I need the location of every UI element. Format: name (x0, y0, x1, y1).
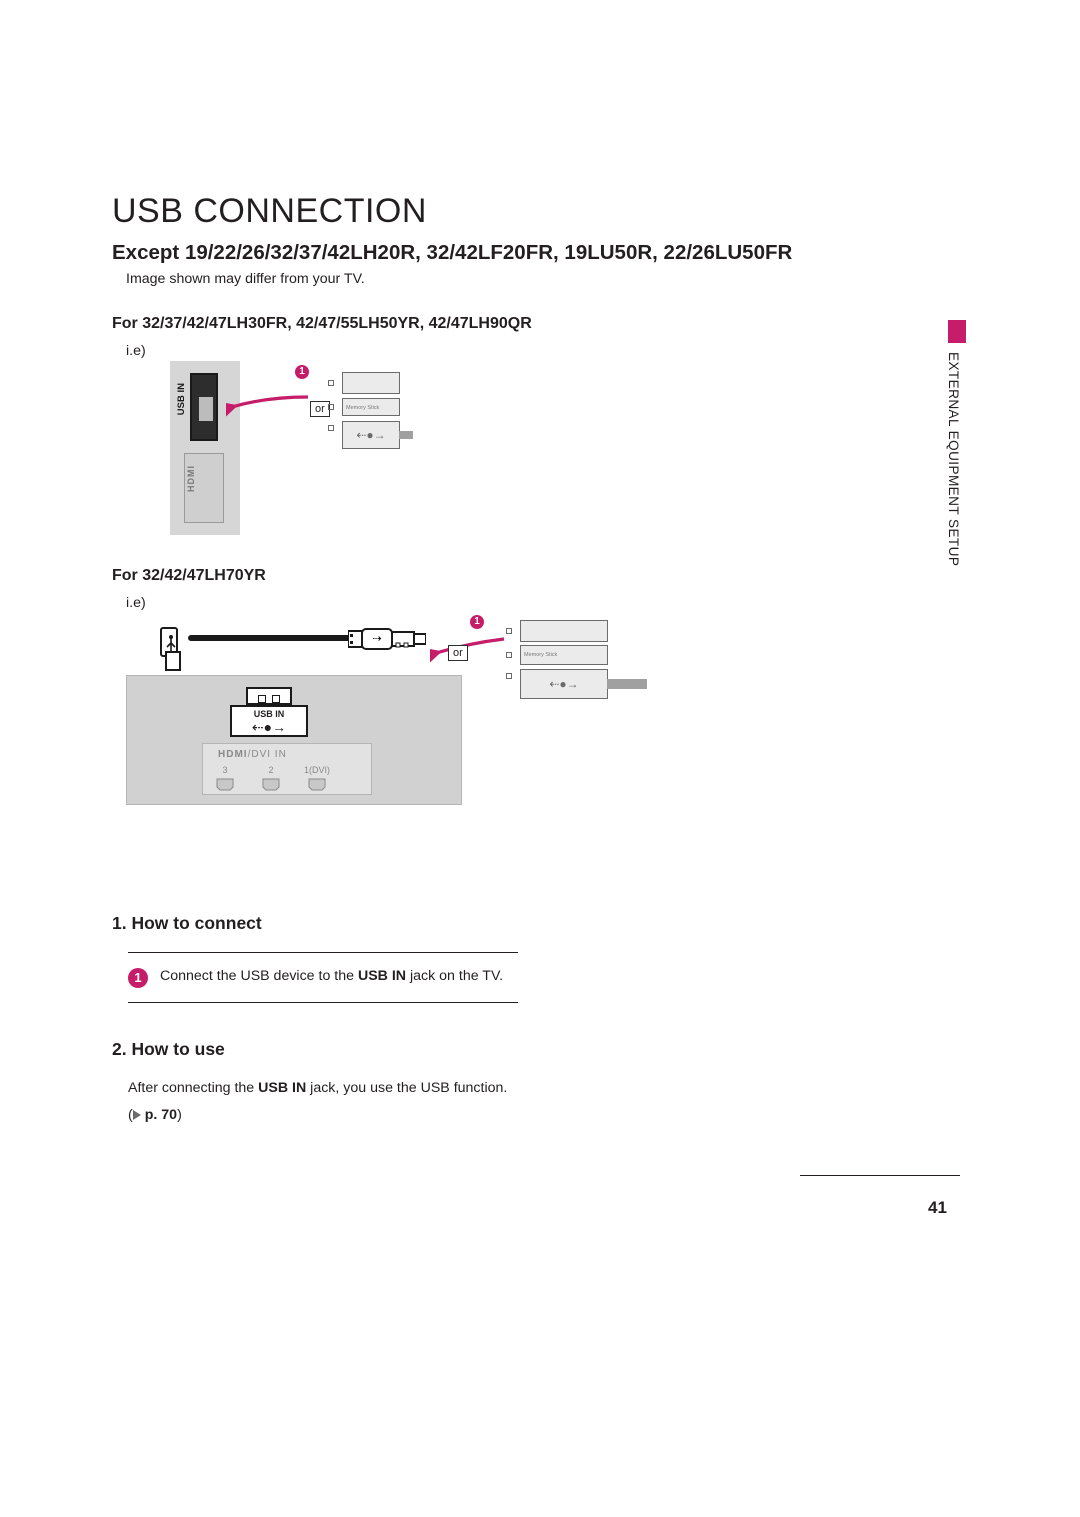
callout-badge-1: 1 (295, 365, 309, 379)
except-line: Except 19/22/26/32/37/42LH20R, 32/42LF20… (112, 241, 957, 265)
usb-cable (188, 635, 356, 641)
usb-devices-2: Memory Stick ⇠●→ (506, 621, 608, 693)
note-text: Image shown may differ from your TV. (112, 271, 957, 287)
svg-text:⇢: ⇢ (372, 633, 381, 645)
diagram-2: HDMI/DVI IN 3 2 1(DVI) USB IN ⇠●→ ⇢ 1 (126, 613, 686, 823)
memory-stick-label: Memory Stick (342, 398, 400, 416)
usb-devices-1: Memory Stick ⇠●→ (328, 373, 422, 445)
ie-label-1: i.e) (112, 343, 957, 359)
for-line-2: For 32/42/47LH70YR (112, 567, 957, 585)
page-content: USB CONNECTION Except 19/22/26/32/37/42L… (112, 192, 957, 1125)
divider (128, 952, 518, 953)
except-label: Except (112, 241, 179, 264)
usb-in-slot (190, 373, 218, 441)
or-label-2: or (448, 645, 468, 661)
step-1: 1 Connect the USB device to the USB IN j… (128, 967, 518, 988)
usb-drive-icon: ⇠●→ (520, 669, 608, 699)
usb-connector-icon: ⇢ (348, 625, 426, 653)
usb-in-label: USB IN (176, 383, 187, 415)
or-label-1: or (310, 401, 330, 417)
hdmi-dvi-label: HDMI/DVI IN (218, 749, 287, 760)
memory-stick-label-2: Memory Stick (520, 645, 608, 665)
footer-rule (800, 1175, 960, 1176)
diagram-1: USB IN HDMI 1 or Memory Stick ⇠●→ (170, 361, 570, 541)
usb-plug-icon (160, 627, 178, 657)
callout-badge-2: 1 (470, 615, 484, 629)
step-badge: 1 (128, 968, 148, 988)
divider (128, 1002, 518, 1003)
usb-in-slot-2 (246, 687, 292, 705)
for-line-1: For 32/37/42/47LH30FR, 42/47/55LH50YR, 4… (112, 315, 957, 333)
usb-drive-icon: ⇠●→ (342, 421, 400, 449)
page-reference: (p. 70) (128, 1105, 957, 1126)
section-2-body: After connecting the USB IN jack, you us… (128, 1078, 957, 1125)
usb-in-box: USB IN ⇠●→ (230, 705, 308, 737)
hdmi-ports: 3 2 1(DVI) (212, 765, 330, 791)
arrow-icon (430, 635, 508, 665)
step-text: Connect the USB device to the USB IN jac… (160, 967, 503, 986)
arrow-icon (226, 393, 312, 419)
except-models: 19/22/26/32/37/42LH20R, 32/42LF20FR, 19L… (185, 241, 792, 264)
page-number: 41 (928, 1198, 947, 1218)
section-1-heading: 1. How to connect (112, 913, 957, 934)
section-2-heading: 2. How to use (112, 1039, 957, 1060)
triangle-icon (133, 1110, 141, 1120)
ie-label-2: i.e) (112, 595, 957, 611)
hdmi-label: HDMI (186, 465, 196, 492)
page-title: USB CONNECTION (112, 192, 957, 231)
